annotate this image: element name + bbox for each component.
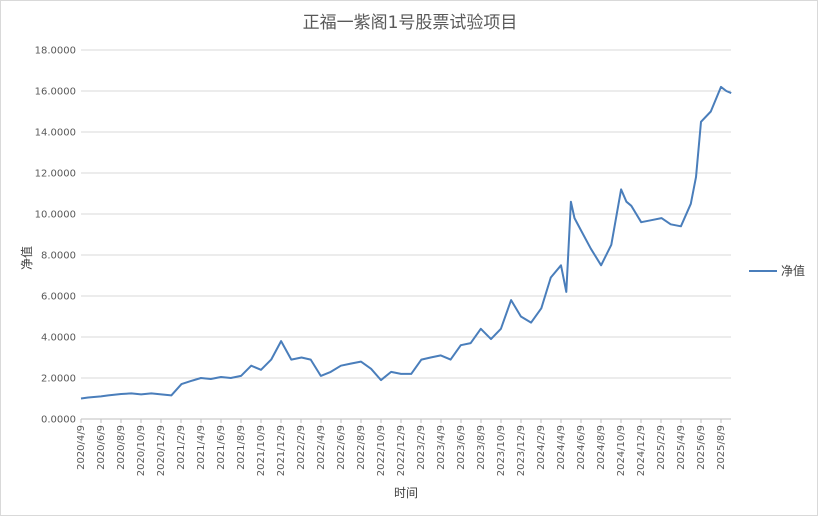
x-tick-labels: 2020/4/9 2020/6/9 2020/8/9 2020/10/9 2020/12…	[76, 419, 727, 476]
x-tick-label: 2022/8/9	[356, 425, 367, 470]
y-tick-label: 0.0000	[41, 415, 76, 426]
x-tick-label: 2021/6/9	[216, 425, 227, 470]
x-tick-label: 2022/12/9	[396, 425, 407, 476]
x-tick-label: 2021/10/9	[256, 425, 267, 476]
y-tick-label: 6.0000	[41, 292, 76, 303]
x-tick-label: 2024/8/9	[596, 425, 607, 470]
x-tick-label: 2022/2/9	[296, 425, 307, 470]
x-tick-label: 2021/2/9	[176, 425, 187, 470]
y-tick-label: 8.0000	[41, 251, 76, 262]
gridlines	[81, 49, 731, 379]
x-tick-label: 2024/4/9	[556, 425, 567, 470]
x-tick-label: 2024/12/9	[636, 425, 647, 476]
x-tick-label: 2020/4/9	[76, 425, 87, 470]
y-tick-label: 4.0000	[41, 333, 76, 344]
y-tick-label: 18.0000	[35, 46, 76, 57]
x-tick-label: 2023/10/9	[496, 425, 507, 476]
y-tick-label: 10.0000	[35, 210, 76, 221]
x-tick-label: 2020/6/9	[96, 425, 107, 470]
y-tick-label: 16.0000	[35, 87, 76, 98]
legend-label: 净值	[781, 263, 805, 278]
series-group	[80, 85, 732, 400]
x-tick-label: 2023/8/9	[476, 425, 487, 470]
x-tick-label: 2023/12/9	[516, 425, 527, 476]
series-line-0	[80, 85, 732, 400]
y-tick-label: 14.0000	[35, 128, 76, 139]
y-tick-label: 12.0000	[35, 169, 76, 180]
x-axis-label: 时间	[394, 486, 418, 500]
x-tick-label: 2024/6/9	[576, 425, 587, 470]
x-tick-label: 2025/6/9	[696, 425, 707, 470]
x-tick-label: 2025/8/9	[716, 425, 727, 470]
x-tick-label: 2020/10/9	[136, 425, 147, 476]
chart-title: 正福一紫阁1号股票试验项目	[303, 13, 518, 33]
x-tick-label: 2022/4/9	[316, 425, 327, 470]
x-tick-label: 2021/8/9	[236, 425, 247, 470]
x-tick-label: 2024/10/9	[616, 425, 627, 476]
x-tick-label: 2021/12/9	[276, 425, 287, 476]
x-tick-label: 2020/8/9	[116, 425, 127, 470]
y-tick-label: 2.0000	[41, 374, 76, 385]
x-tick-label: 2020/12/9	[156, 425, 167, 476]
x-tick-label: 2023/2/9	[416, 425, 427, 470]
x-tick-label: 2022/6/9	[336, 425, 347, 470]
x-tick-label: 2025/4/9	[676, 425, 687, 470]
x-tick-label: 2023/4/9	[436, 425, 447, 470]
x-tick-label: 2025/2/9	[656, 425, 667, 470]
x-tick-label: 2022/10/9	[376, 425, 387, 476]
x-tick-label: 2023/6/9	[456, 425, 467, 470]
legend: 净值	[749, 263, 805, 278]
x-tick-label: 2024/2/9	[536, 425, 547, 470]
x-tick-label: 2021/4/9	[196, 425, 207, 470]
y-axis-label: 净值	[19, 246, 34, 270]
y-tick-labels: 0.0000 2.0000 4.0000 6.0000 8.0000 10.0000 12.…	[35, 46, 76, 426]
